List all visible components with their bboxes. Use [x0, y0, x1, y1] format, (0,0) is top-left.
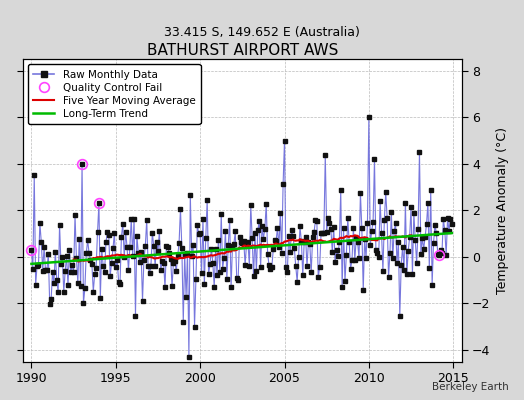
Text: 33.415 S, 149.652 E (Australia): 33.415 S, 149.652 E (Australia): [164, 26, 360, 39]
Text: Berkeley Earth: Berkeley Earth: [432, 382, 508, 392]
Title: BATHURST AIRPORT AWS: BATHURST AIRPORT AWS: [147, 43, 338, 58]
Legend: Raw Monthly Data, Quality Control Fail, Five Year Moving Average, Long-Term Tren: Raw Monthly Data, Quality Control Fail, …: [28, 64, 201, 124]
Y-axis label: Temperature Anomaly (°C): Temperature Anomaly (°C): [496, 127, 509, 294]
